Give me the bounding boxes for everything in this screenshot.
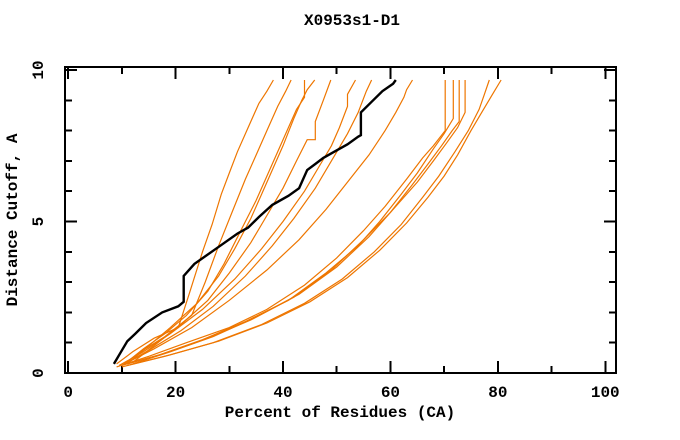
series-line-template-1 bbox=[116, 79, 274, 365]
series-line-template-9 bbox=[116, 80, 446, 368]
series-line-template-7 bbox=[121, 79, 373, 366]
series-line-template-10 bbox=[121, 80, 454, 366]
series-line-template-3 bbox=[124, 80, 306, 365]
series-line-template-4 bbox=[126, 79, 316, 365]
x-tick-label: 100 bbox=[591, 384, 620, 402]
series-line-template-12 bbox=[132, 80, 466, 365]
y-tick-label: 0 bbox=[30, 368, 48, 378]
x-tick-label: 20 bbox=[166, 384, 185, 402]
series-line-template-14 bbox=[127, 79, 502, 366]
series-line-template-5 bbox=[132, 79, 332, 363]
x-tick-label: 80 bbox=[488, 384, 507, 402]
y-tick-label: 10 bbox=[30, 60, 48, 79]
x-tick-label: 40 bbox=[273, 384, 292, 402]
y-tick-label: 5 bbox=[30, 217, 48, 227]
series-layer bbox=[112, 79, 502, 368]
x-tick-label: 0 bbox=[63, 384, 73, 402]
y-axis-label: Distance Cutoff, A bbox=[4, 133, 22, 306]
x-axis-label: Percent of Residues (CA) bbox=[225, 404, 455, 422]
axes-layer: 0 20 40 60 80 100 0 5 10 bbox=[30, 60, 620, 402]
x-tick-label: 60 bbox=[381, 384, 400, 402]
series-line-template-6 bbox=[118, 79, 357, 366]
series-line-template-8 bbox=[124, 79, 414, 365]
plot-border bbox=[64, 66, 617, 374]
series-line-target-black bbox=[112, 79, 397, 365]
chart-title: X0953s1-D1 bbox=[304, 12, 400, 30]
